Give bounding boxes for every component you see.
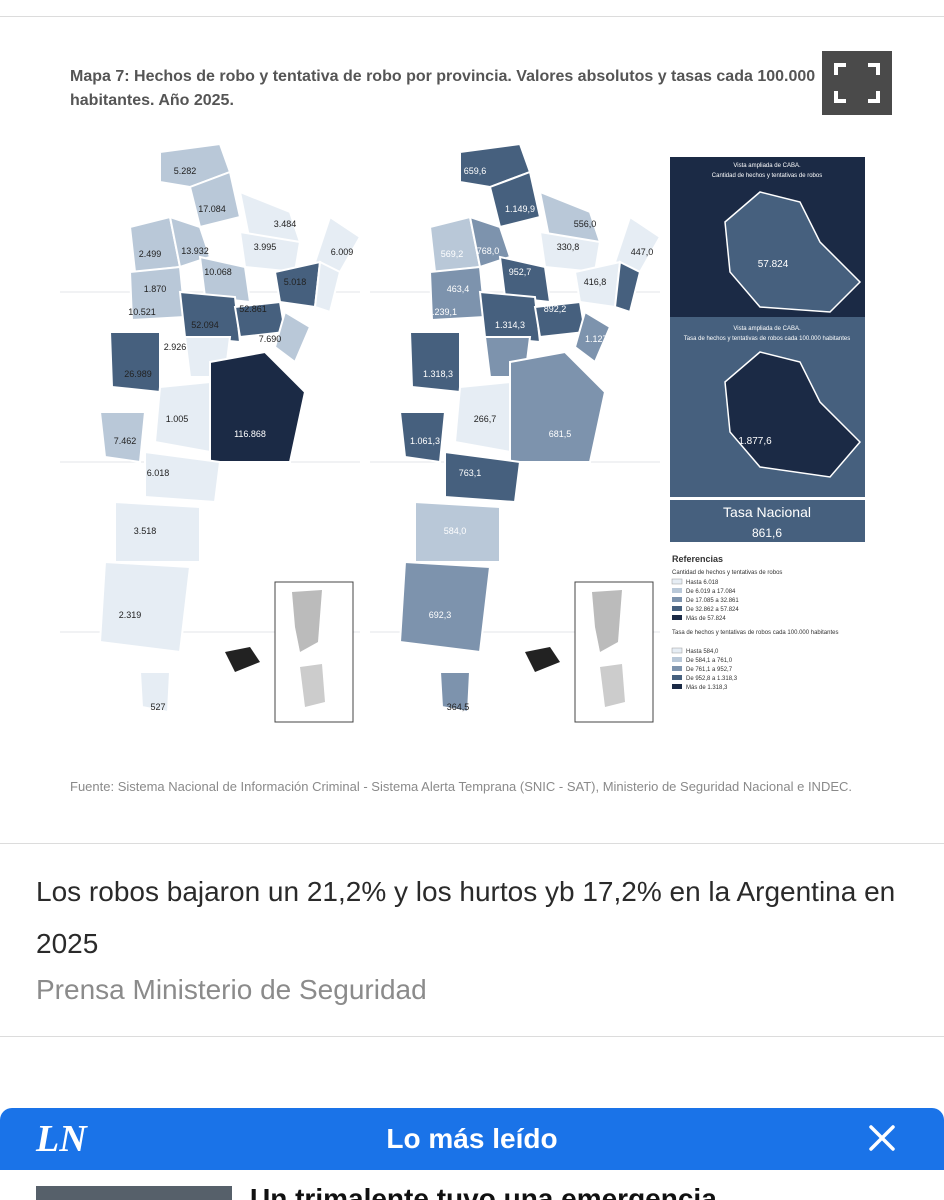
legend-item: De 761,1 a 952,7 xyxy=(686,667,733,673)
figure-source: Fuente: Sistema Nacional de Información … xyxy=(70,779,852,794)
caba-rate-panel: Vista ampliada de CABA. Tasa de hechos y… xyxy=(670,317,865,497)
most-read-bar[interactable]: LN Lo más leído xyxy=(0,1108,944,1170)
map-value: 1.149,9 xyxy=(505,204,535,214)
fullscreen-icon xyxy=(834,63,880,103)
map-value: 13.932 xyxy=(181,246,209,256)
map-value: 2.926 xyxy=(164,342,187,352)
map-value: 463,4 xyxy=(447,284,470,294)
legend-item: Hasta 6.018 xyxy=(686,580,719,586)
legend-item: De 17.085 a 32.861 xyxy=(686,598,739,604)
legend-item: De 32.862 a 57.824 xyxy=(686,607,739,613)
most-read-headline[interactable]: Un trimalente tuvo una emergencia xyxy=(250,1183,717,1200)
map-value: 892,2 xyxy=(544,304,567,314)
map-value: 768,0 xyxy=(477,246,500,256)
map-value: 116.868 xyxy=(234,429,266,439)
map-value: 6.009 xyxy=(331,247,354,257)
map-value: 1.870 xyxy=(144,284,167,294)
caba-absolute-panel: Vista ampliada de CABA. Cantidad de hech… xyxy=(670,157,865,317)
map-value: 416,8 xyxy=(584,277,607,287)
tasa-nacional-box: Tasa Nacional 861,6 xyxy=(670,500,865,542)
legend-item: De 952,8 a 1.318,3 xyxy=(686,676,738,682)
map-value: 364,5 xyxy=(447,702,470,712)
inset-argentina xyxy=(292,590,322,652)
legend-item: Hasta 584,0 xyxy=(686,649,719,655)
map-value: 545,7 xyxy=(464,342,487,352)
legend-item: Más de 57.824 xyxy=(686,616,726,622)
caba-abs-subtitle: Cantidad de hechos y tentativas de robos xyxy=(712,173,822,179)
legend-abs-heading: Cantidad de hechos y tentativas de robos xyxy=(672,570,782,576)
map-value: 52.094 xyxy=(191,320,219,330)
map-value: 3.518 xyxy=(134,526,157,536)
map-value: 692,3 xyxy=(429,610,452,620)
legend-rate-heading: Tasa de hechos y tentativas de robos cad… xyxy=(672,630,838,636)
map-value: 10.068 xyxy=(204,267,232,277)
image-caption: Los robos bajaron un 21,2% y los hurtos … xyxy=(36,876,896,959)
map-value: 1.318,3 xyxy=(423,369,453,379)
map-value: 5.018 xyxy=(284,277,307,287)
map-value: 3.484 xyxy=(274,219,297,229)
legend: Referencias Cantidad de hechos y tentati… xyxy=(671,554,838,691)
right-map xyxy=(398,142,662,714)
map-value: 26.989 xyxy=(124,369,152,379)
close-icon[interactable] xyxy=(864,1120,900,1156)
figure-title: Mapa 7: Hechos de robo y tentativa de ro… xyxy=(70,68,816,109)
map-value: 330,8 xyxy=(557,242,580,252)
map-value: 6.018 xyxy=(147,468,170,478)
map-value: 1.127,0 xyxy=(585,334,615,344)
tasa-value: 861,6 xyxy=(752,526,782,540)
map-value: 952,7 xyxy=(509,267,532,277)
map-value: 659,6 xyxy=(464,166,487,176)
legend-item: De 584,1 a 761,0 xyxy=(686,658,733,664)
map-value: 681,5 xyxy=(549,429,572,439)
map-value: 527 xyxy=(150,702,165,712)
map-value: 1.239,1 xyxy=(427,307,457,317)
most-read-item[interactable]: Un trimalente tuvo una emergencia xyxy=(0,1170,944,1200)
map-value: 556,0 xyxy=(574,219,597,229)
caba-rate-title: Vista ampliada de CABA. xyxy=(733,326,801,332)
map-value: 52.861 xyxy=(239,304,267,314)
caba-rate-value: 1.877,6 xyxy=(738,436,772,447)
map-value: 763,1 xyxy=(459,468,482,478)
map-value: 569,2 xyxy=(441,249,464,259)
argentina-maps: 5.282 17.084 3.484 2.499 13.932 3.995 6.… xyxy=(60,142,865,723)
map-value: 7.462 xyxy=(114,436,137,446)
map-value: 2.319 xyxy=(119,610,142,620)
legend-title: Referencias xyxy=(672,554,723,564)
ln-logo: LN xyxy=(36,1118,87,1160)
expand-image-button[interactable] xyxy=(822,51,892,115)
caba-rate-subtitle: Tasa de hechos y tentativas de robos cad… xyxy=(684,336,850,342)
legend-item: Más de 1.318,3 xyxy=(686,685,728,691)
map-value: 10.521 xyxy=(128,307,156,317)
close-most-read-button[interactable] xyxy=(864,1120,900,1156)
map-value: 1.061,3 xyxy=(410,436,440,446)
map-value: 266,7 xyxy=(474,414,497,424)
map-value: 2.499 xyxy=(139,249,162,259)
map-value: 1.005 xyxy=(166,414,189,424)
map-value: 7.690 xyxy=(259,334,282,344)
map-value: 3.995 xyxy=(254,242,277,252)
map-value: 584,0 xyxy=(444,526,467,536)
map-value: 447,0 xyxy=(631,247,654,257)
article-thumbnail[interactable] xyxy=(36,1186,232,1200)
map-value: 17.084 xyxy=(198,204,226,214)
left-map xyxy=(98,142,362,714)
article-figure[interactable]: Mapa 7: Hechos de robo y tentativa de ro… xyxy=(0,17,944,843)
top-divider xyxy=(0,0,944,17)
map-value: 1.314,3 xyxy=(495,320,525,330)
map-value: 5.282 xyxy=(174,166,197,176)
caba-abs-value: 57.824 xyxy=(758,259,789,270)
caba-abs-title: Vista ampliada de CABA. xyxy=(733,163,801,169)
malvinas xyxy=(225,647,260,672)
divider xyxy=(0,843,944,844)
tasa-label: Tasa Nacional xyxy=(723,504,811,520)
legend-item: De 6.019 a 17.084 xyxy=(686,589,736,595)
most-read-title: Lo más leído xyxy=(386,1123,558,1154)
image-credit: Prensa Ministerio de Seguridad xyxy=(36,974,427,1005)
divider xyxy=(0,1036,944,1037)
